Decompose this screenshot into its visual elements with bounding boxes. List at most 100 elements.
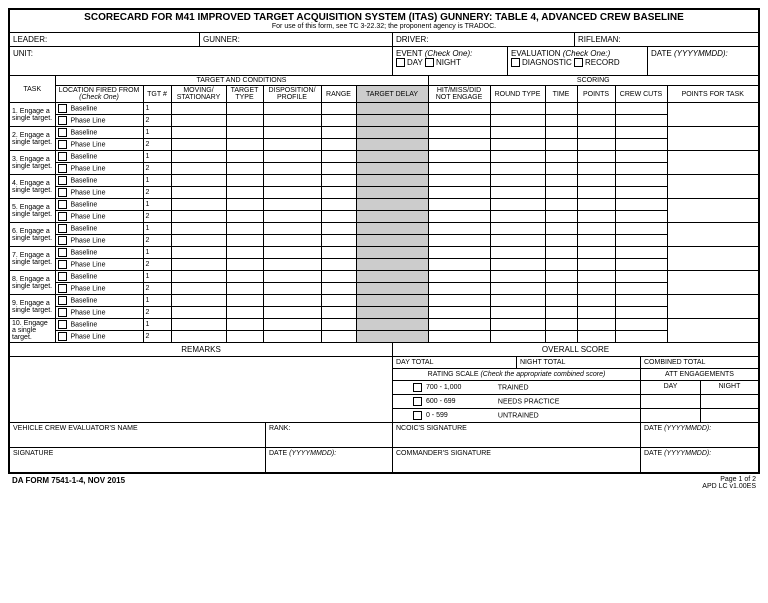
data-cell[interactable] — [263, 331, 321, 343]
data-cell[interactable] — [545, 103, 577, 115]
data-cell[interactable] — [577, 283, 615, 295]
data-cell[interactable] — [226, 139, 263, 151]
data-cell[interactable] — [490, 211, 545, 223]
data-cell[interactable] — [321, 271, 356, 283]
data-cell[interactable] — [263, 319, 321, 331]
data-cell[interactable] — [226, 307, 263, 319]
data-cell[interactable] — [577, 295, 615, 307]
data-cell[interactable] — [428, 151, 490, 163]
data-cell[interactable] — [263, 235, 321, 247]
data-cell[interactable] — [171, 295, 226, 307]
data-cell[interactable] — [615, 235, 667, 247]
data-cell[interactable] — [545, 151, 577, 163]
data-cell[interactable] — [226, 175, 263, 187]
data-cell[interactable] — [171, 223, 226, 235]
data-cell[interactable] — [171, 319, 226, 331]
data-cell[interactable] — [545, 271, 577, 283]
data-cell[interactable] — [321, 319, 356, 331]
data-cell[interactable] — [263, 247, 321, 259]
phase-checkbox[interactable] — [58, 116, 67, 125]
data-cell[interactable] — [171, 331, 226, 343]
baseline-checkbox[interactable] — [58, 320, 67, 329]
data-cell[interactable] — [321, 175, 356, 187]
data-cell[interactable] — [490, 127, 545, 139]
baseline-checkbox[interactable] — [58, 176, 67, 185]
data-cell[interactable] — [171, 235, 226, 247]
data-cell[interactable] — [226, 271, 263, 283]
data-cell[interactable] — [490, 163, 545, 175]
data-cell[interactable] — [545, 259, 577, 271]
data-cell[interactable] — [577, 151, 615, 163]
data-cell[interactable] — [577, 307, 615, 319]
data-cell[interactable] — [490, 187, 545, 199]
data-cell[interactable] — [226, 319, 263, 331]
data-cell[interactable] — [263, 223, 321, 235]
data-cell[interactable] — [615, 115, 667, 127]
data-cell[interactable] — [171, 271, 226, 283]
data-cell[interactable] — [171, 103, 226, 115]
data-cell[interactable] — [226, 199, 263, 211]
data-cell[interactable] — [171, 175, 226, 187]
data-cell[interactable] — [490, 259, 545, 271]
data-cell[interactable] — [490, 295, 545, 307]
data-cell[interactable] — [226, 127, 263, 139]
data-cell[interactable] — [428, 175, 490, 187]
att-night-val[interactable] — [701, 395, 758, 408]
data-cell[interactable] — [263, 295, 321, 307]
data-cell[interactable] — [321, 235, 356, 247]
data-cell[interactable] — [545, 307, 577, 319]
data-cell[interactable] — [490, 307, 545, 319]
data-cell[interactable] — [321, 163, 356, 175]
data-cell[interactable] — [490, 331, 545, 343]
data-cell[interactable] — [321, 151, 356, 163]
data-cell[interactable] — [321, 283, 356, 295]
pft-cell[interactable] — [667, 223, 758, 247]
data-cell[interactable] — [545, 223, 577, 235]
data-cell[interactable] — [263, 271, 321, 283]
data-cell[interactable] — [428, 283, 490, 295]
data-cell[interactable] — [321, 103, 356, 115]
data-cell[interactable] — [615, 295, 667, 307]
baseline-checkbox[interactable] — [58, 128, 67, 137]
data-cell[interactable] — [171, 163, 226, 175]
data-cell[interactable] — [428, 139, 490, 151]
needs-practice-checkbox[interactable] — [413, 397, 422, 406]
data-cell[interactable] — [171, 307, 226, 319]
pft-cell[interactable] — [667, 151, 758, 175]
data-cell[interactable] — [171, 199, 226, 211]
data-cell[interactable] — [321, 295, 356, 307]
data-cell[interactable] — [428, 127, 490, 139]
data-cell[interactable] — [545, 211, 577, 223]
pft-cell[interactable] — [667, 127, 758, 151]
data-cell[interactable] — [171, 247, 226, 259]
pft-cell[interactable] — [667, 103, 758, 127]
data-cell[interactable] — [545, 247, 577, 259]
data-cell[interactable] — [171, 211, 226, 223]
data-cell[interactable] — [545, 115, 577, 127]
data-cell[interactable] — [263, 187, 321, 199]
data-cell[interactable] — [490, 271, 545, 283]
data-cell[interactable] — [263, 211, 321, 223]
pft-cell[interactable] — [667, 175, 758, 199]
phase-checkbox[interactable] — [58, 260, 67, 269]
data-cell[interactable] — [615, 103, 667, 115]
phase-checkbox[interactable] — [58, 284, 67, 293]
phase-checkbox[interactable] — [58, 236, 67, 245]
data-cell[interactable] — [615, 271, 667, 283]
trained-checkbox[interactable] — [413, 383, 422, 392]
day-checkbox[interactable] — [396, 58, 405, 67]
data-cell[interactable] — [428, 235, 490, 247]
data-cell[interactable] — [226, 211, 263, 223]
data-cell[interactable] — [490, 199, 545, 211]
pft-cell[interactable] — [667, 247, 758, 271]
data-cell[interactable] — [490, 223, 545, 235]
data-cell[interactable] — [577, 103, 615, 115]
data-cell[interactable] — [171, 151, 226, 163]
data-cell[interactable] — [545, 163, 577, 175]
data-cell[interactable] — [263, 283, 321, 295]
data-cell[interactable] — [615, 223, 667, 235]
baseline-checkbox[interactable] — [58, 224, 67, 233]
data-cell[interactable] — [577, 247, 615, 259]
remarks-area[interactable] — [10, 357, 393, 422]
baseline-checkbox[interactable] — [58, 104, 67, 113]
